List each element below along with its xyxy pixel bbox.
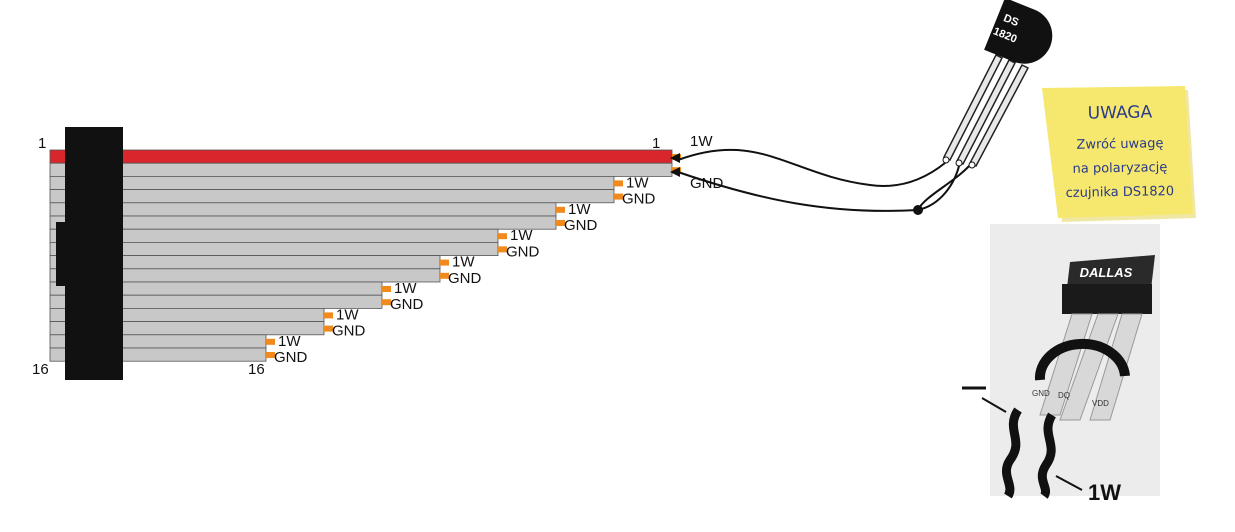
pad-gnd-6: [382, 299, 391, 306]
pair-6-1w-label: 1W: [394, 280, 417, 297]
pad-gnd-3: [556, 220, 565, 226]
ribbon-wire-1: [49, 149, 673, 164]
pad-1w-8: [266, 338, 275, 345]
note-line-3: czujnika DS1820: [1066, 184, 1175, 201]
pad-1w-3: [556, 206, 565, 213]
ribbon-wire-4: [49, 189, 615, 204]
pad-gnd-2: [614, 193, 623, 200]
pair-5-gnd-label: GND: [448, 270, 482, 287]
connector-key: [56, 222, 66, 286]
pair-4-1w-label: 1W: [510, 227, 533, 244]
pair-2-gnd-label: GND: [622, 191, 656, 208]
pad-gnd-5: [440, 272, 449, 279]
ribbon-wire-5: [49, 202, 557, 217]
connector-body: [65, 127, 123, 380]
ribbon-end-1-label: 1: [652, 135, 660, 152]
pin-16-label: 16: [32, 361, 49, 378]
probe-1w-label: 1W: [690, 133, 713, 150]
note-title: UWAGA: [1088, 102, 1153, 123]
warning-note: UWAGA Zwróć uwagę na polaryzację czujnik…: [1042, 86, 1196, 222]
photo-pin-dq: DQ: [1058, 391, 1070, 400]
photo-pin-vdd: VDD: [1092, 399, 1109, 408]
1w-pointer: [1055, 475, 1083, 491]
sensor-photo: DALLAS GND DQ VDD 1W: [962, 224, 1160, 505]
pad-1w-4: [498, 233, 507, 240]
pair-8-1w-label: 1W: [278, 333, 301, 350]
ribbon-cable: [49, 149, 673, 362]
note-line-1: Zwróć uwagę: [1076, 136, 1163, 153]
sensor-text-ds: DS: [1002, 12, 1021, 29]
ribbon-wire-6: [49, 215, 557, 230]
pair-6-gnd-label: GND: [390, 296, 424, 313]
ribbon-wire-2: [49, 162, 673, 177]
pair-4-gnd-label: GND: [506, 243, 540, 260]
pad-1w-6: [382, 286, 391, 292]
pin-1-label: 1: [38, 135, 46, 152]
pair-7-1w-label: 1W: [336, 306, 359, 323]
junction-dot: [913, 205, 923, 215]
pad-gnd-8: [266, 352, 275, 358]
arrow-head-1w: [670, 153, 680, 163]
pad-1w-5: [440, 259, 449, 266]
pair-7-gnd-label: GND: [332, 323, 366, 340]
photo-pin-gnd: GND: [1032, 389, 1050, 398]
pad-1w-7: [324, 312, 333, 319]
arrow-head-gnd: [670, 167, 680, 177]
pair-5-1w-label: 1W: [452, 254, 475, 271]
note-line-2: na polaryzację: [1072, 160, 1167, 177]
ribbon-wire-3: [49, 175, 615, 190]
pad-1w-2: [614, 180, 623, 187]
pad-gnd-7: [324, 325, 333, 332]
pair-3-1w-label: 1W: [568, 201, 591, 218]
pair-3-gnd-label: GND: [564, 217, 598, 234]
pad-gnd-4: [498, 246, 507, 253]
photo-1w-label: 1W: [1088, 480, 1121, 505]
pair-8-gnd-label: GND: [274, 349, 308, 366]
ds1820-sensor: DS 1820: [984, 0, 1053, 64]
minus-pointer: [981, 397, 1007, 413]
ribbon-end-16-label: 16: [248, 361, 265, 378]
photo-brand: DALLAS: [1080, 265, 1133, 280]
sensor-legs: [942, 53, 1030, 167]
pair-2-1w-label: 1W: [626, 174, 649, 191]
